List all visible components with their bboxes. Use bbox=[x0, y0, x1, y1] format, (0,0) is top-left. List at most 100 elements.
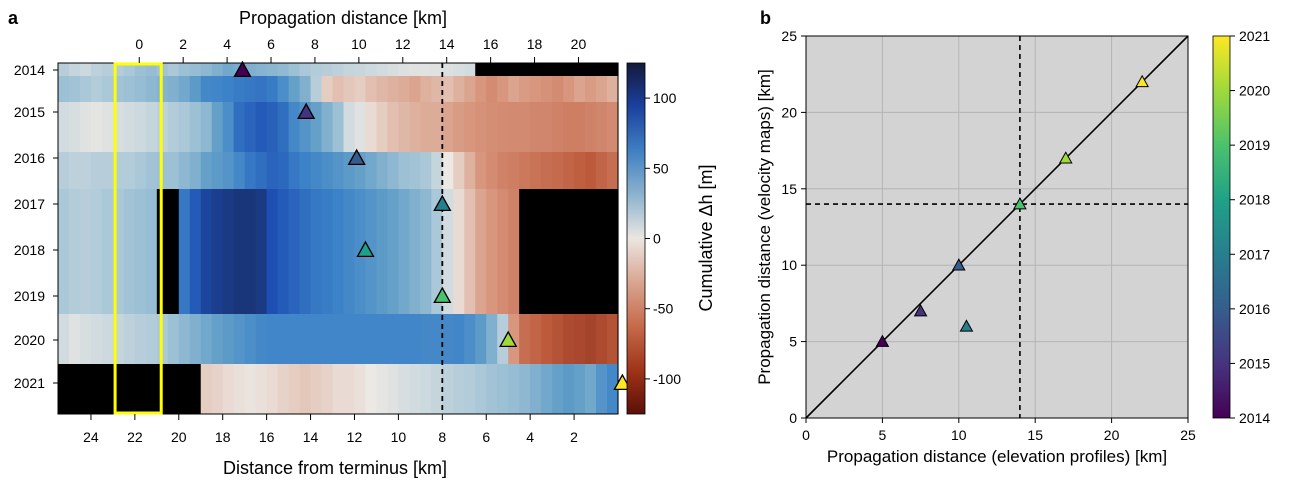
heatmap-cell bbox=[442, 252, 454, 314]
heatmap-cell bbox=[398, 314, 410, 364]
heatmap-cell bbox=[343, 364, 356, 414]
heatmap-cell bbox=[508, 63, 520, 76]
heatmap-cell bbox=[497, 364, 509, 414]
heatmap-cell bbox=[211, 314, 224, 364]
heatmap-cell bbox=[365, 314, 378, 364]
heatmap-cell bbox=[244, 189, 257, 252]
heatmap-cell bbox=[365, 364, 378, 414]
scatter-point bbox=[875, 334, 890, 347]
colorbar-a-tick-label: 50 bbox=[653, 160, 669, 176]
heatmap-cell bbox=[365, 189, 378, 252]
heatmap-cell bbox=[376, 76, 389, 102]
propagation-tick-label: 10 bbox=[351, 36, 367, 52]
heatmap-cell bbox=[277, 364, 290, 414]
heatmap-cell bbox=[288, 63, 301, 76]
propagation-tick-label: 18 bbox=[527, 36, 543, 52]
heatmap-cell bbox=[508, 252, 520, 314]
heatmap-cell bbox=[475, 314, 487, 364]
year-tick-label: 2021 bbox=[14, 375, 45, 391]
heatmap-cell bbox=[607, 189, 619, 252]
heatmap-cell bbox=[79, 252, 92, 314]
heatmap-cell bbox=[145, 102, 158, 152]
heatmap-cell bbox=[343, 252, 356, 314]
heatmap-cell bbox=[321, 364, 334, 414]
heatmap-cell bbox=[288, 314, 301, 364]
heatmap-cell bbox=[145, 189, 158, 252]
colorbar-a-tick-label: -100 bbox=[653, 371, 681, 387]
heatmap-cell bbox=[134, 364, 147, 414]
heatmap-cell bbox=[541, 63, 553, 76]
heatmap-cell bbox=[508, 189, 520, 252]
heatmap-cell bbox=[387, 152, 399, 189]
heatmap-cell bbox=[288, 76, 301, 102]
heatmap-cell bbox=[376, 314, 389, 364]
distance-tick-label: 8 bbox=[438, 429, 446, 445]
heatmap-cell bbox=[519, 314, 531, 364]
heatmap-cell bbox=[596, 152, 608, 189]
heatmap-cell bbox=[299, 252, 312, 314]
heatmap-cell bbox=[299, 152, 312, 189]
colorbar-b-tick-label: 2021 bbox=[1239, 28, 1270, 44]
heatmap-cell bbox=[464, 102, 476, 152]
heatmap-cell bbox=[266, 314, 279, 364]
heatmap-cell bbox=[310, 152, 323, 189]
heatmap-cell bbox=[607, 76, 619, 102]
heatmap-cell bbox=[112, 102, 125, 152]
scatter-x-tick-label: 15 bbox=[1027, 427, 1043, 443]
heatmap-cell bbox=[244, 63, 257, 76]
heatmap-cell bbox=[563, 63, 575, 76]
propagation-tick-label: 12 bbox=[395, 36, 411, 52]
heatmap-cell bbox=[453, 189, 465, 252]
heatmap-cell bbox=[398, 364, 410, 414]
heatmap-cell bbox=[464, 252, 476, 314]
heatmap-cell bbox=[112, 314, 125, 364]
heatmap-cell bbox=[585, 189, 597, 252]
heatmap-cell bbox=[112, 152, 125, 189]
colorbar-a-ticks: 100 50 0 -50 -100 bbox=[645, 90, 681, 387]
distance-tick-label: 2 bbox=[570, 429, 578, 445]
heatmap-cell bbox=[222, 152, 235, 189]
heatmap-overlay bbox=[113, 60, 632, 415]
heatmap-cell bbox=[277, 252, 290, 314]
heatmap-cell bbox=[266, 76, 279, 102]
heatmap-cell bbox=[420, 63, 432, 76]
heatmap-cell bbox=[365, 252, 378, 314]
heatmap-cell bbox=[354, 76, 367, 102]
heatmap-cell bbox=[354, 364, 367, 414]
heatmap-cell bbox=[365, 152, 378, 189]
heatmap-cell bbox=[442, 63, 454, 76]
heatmap-cell bbox=[178, 76, 191, 102]
distance-tick-label: 14 bbox=[303, 429, 319, 445]
heatmap-cell bbox=[266, 252, 279, 314]
heatmap-cell bbox=[101, 364, 114, 414]
heatmap-cell bbox=[420, 252, 432, 314]
heatmap-cell bbox=[167, 63, 180, 76]
scatter-y-tick-label: 0 bbox=[789, 410, 797, 426]
heatmap-cell bbox=[288, 252, 301, 314]
heatmap-cell bbox=[288, 152, 301, 189]
heatmap-cell bbox=[244, 102, 257, 152]
heatmap-cell bbox=[607, 314, 619, 364]
heatmap-cell bbox=[442, 314, 454, 364]
heatmap-cell bbox=[552, 189, 564, 252]
heatmap-cell bbox=[475, 63, 487, 76]
colorbar-a-gradient bbox=[626, 62, 646, 415]
heatmap-cell bbox=[288, 102, 301, 152]
heatmap-cell bbox=[398, 189, 410, 252]
heatmap-cell bbox=[332, 252, 345, 314]
heatmap-cell bbox=[310, 63, 323, 76]
heatmap-cell bbox=[563, 189, 575, 252]
heatmap-cell bbox=[299, 189, 312, 252]
heatmap-cell bbox=[475, 76, 487, 102]
heatmap-cell bbox=[365, 63, 378, 76]
marker-triangle bbox=[499, 330, 518, 348]
heatmap-cell bbox=[211, 189, 224, 252]
heatmap-cell bbox=[541, 364, 553, 414]
heatmap-cell bbox=[189, 76, 202, 102]
heatmap-cell bbox=[112, 63, 125, 76]
heatmap-cell bbox=[90, 63, 103, 76]
colorbar-a-tick-label: 100 bbox=[653, 90, 677, 106]
heatmap-cell bbox=[541, 252, 553, 314]
heatmap-cell bbox=[310, 189, 323, 252]
heatmap-cell bbox=[58, 76, 70, 102]
